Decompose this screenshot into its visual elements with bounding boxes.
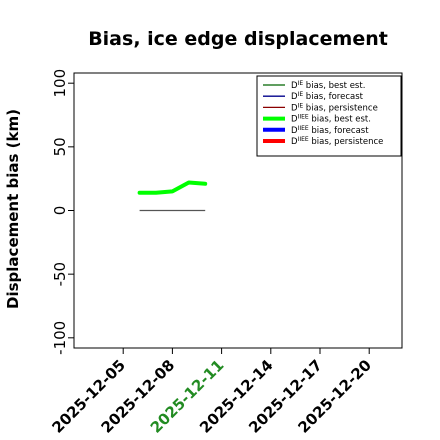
legend-entry: DIE bias, forecast — [291, 91, 364, 102]
y-tick-label: 50 — [51, 137, 69, 156]
chart-title: Bias, ice edge displacement — [88, 28, 388, 50]
y-axis-label: Displacement bias (km) — [4, 109, 22, 309]
series-layer — [137, 180, 208, 212]
y-tick-label: -50 — [51, 262, 69, 287]
y-tick-label: -100 — [51, 321, 69, 355]
legend-entry: DIIEE bias, best est. — [291, 114, 371, 125]
legend-entry: DIE bias, persistence — [291, 102, 378, 113]
legend: DIE bias, best est.DIE bias, forecastDIE… — [256, 75, 402, 157]
legend-entry: DIIEE bias, forecast — [291, 125, 369, 136]
legend-entry: DIE bias, best est. — [291, 80, 365, 91]
y-tick-label: 0 — [51, 206, 69, 216]
x-axis: 2025-12-052025-12-082025-12-112025-12-14… — [48, 348, 375, 437]
y-axis: -100 -50 0 50 100 — [51, 69, 74, 355]
y-tick-label: 100 — [51, 69, 69, 98]
legend-entry: DIIEE bias, persistence — [291, 136, 383, 147]
series-line — [137, 180, 208, 195]
